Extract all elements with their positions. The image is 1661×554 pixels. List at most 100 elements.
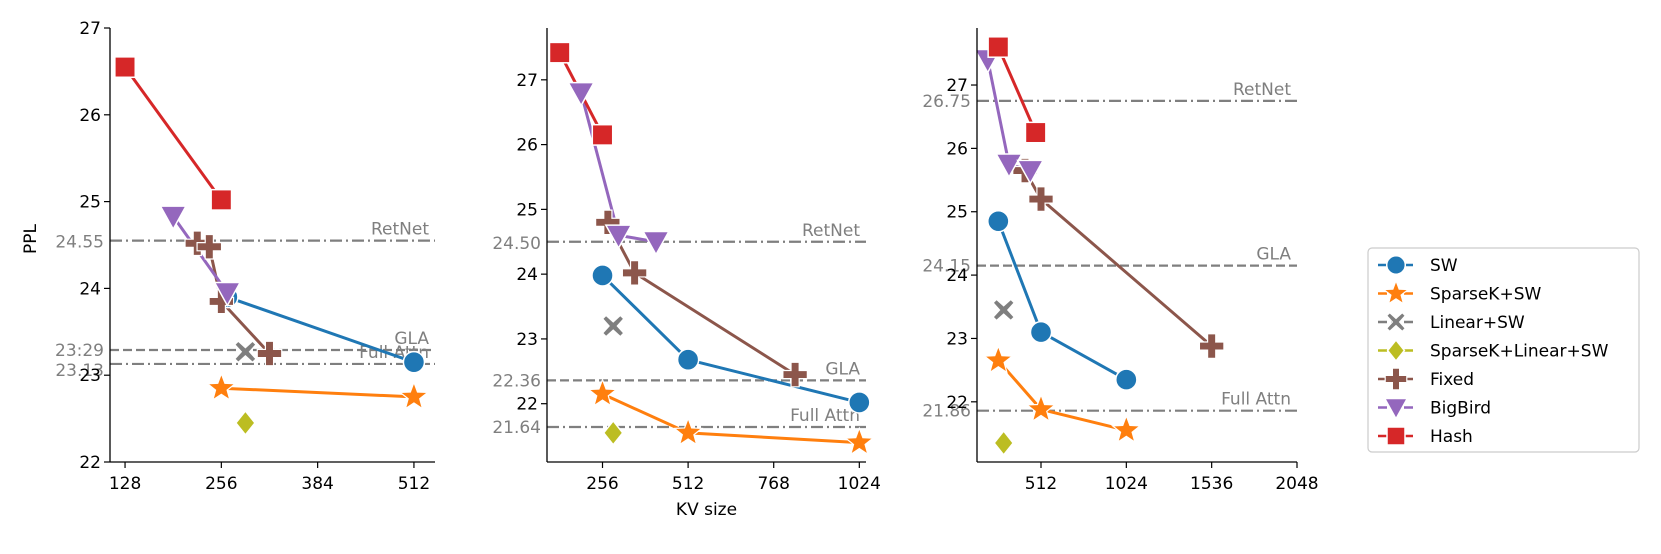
legend-marker-triangle-down — [1383, 397, 1409, 421]
legend: SW SparseK+SW Linear+SW SparseK+Linear+SW Fi… — [1367, 247, 1640, 453]
data-point-sparsek-sw — [205, 372, 237, 402]
legend-marker-diamond — [1386, 338, 1406, 363]
series-line-fixed — [606, 221, 796, 376]
y-tick-label: 27 — [946, 76, 968, 96]
data-point-sw — [402, 350, 426, 374]
data-point-bigbird — [159, 205, 188, 231]
legend-item: SparseK+SW — [1378, 279, 1541, 306]
y-tick-label: 24 — [946, 266, 968, 286]
reference-line-name: Full Attn — [1221, 390, 1291, 410]
data-point-fixed — [1198, 333, 1225, 359]
y-tick-label: 22 — [946, 393, 968, 413]
legend-label: BigBird — [1430, 399, 1491, 419]
legend-label: Hash — [1430, 427, 1473, 447]
x-tick-label: 1024 — [838, 474, 881, 494]
legend-item: Hash — [1378, 426, 1473, 447]
legend-marker-star — [1382, 279, 1410, 306]
legend-label: Linear+SW — [1430, 313, 1525, 333]
data-point-sparsek-sw — [843, 426, 875, 456]
reference-line-name: Full Attn — [790, 406, 860, 426]
y-tick-label: 23 — [79, 366, 101, 386]
data-point-sparsek-linear-sw — [234, 409, 256, 437]
legend-label: SW — [1430, 256, 1458, 276]
legend-frame — [1367, 247, 1640, 453]
data-point-sparsek-linear-sw — [602, 419, 624, 446]
subplot-3: RetNet 26.75 GLA 24.15 Full Attn 21.86 512 1024… — [922, 28, 1319, 494]
data-point-linear-sw — [601, 314, 625, 338]
x-tick-label: 512 — [672, 474, 704, 494]
data-point-bigbird — [1016, 159, 1045, 185]
reference-line-value: 24.55 — [55, 233, 104, 253]
x-tick-label: 384 — [301, 474, 333, 494]
data-point-hash — [210, 188, 233, 211]
data-point-sparsek-sw — [982, 344, 1014, 374]
x-tick-label: 128 — [109, 474, 141, 494]
x-tick-label: 512 — [398, 474, 430, 494]
reference-line-value: 23:29 — [55, 341, 104, 361]
series-line-hash — [996, 46, 1038, 134]
series-line-sw — [226, 295, 415, 364]
legend-marker-circle — [1385, 254, 1407, 276]
y-tick-label: 26 — [946, 139, 968, 159]
legend-item: SW — [1378, 254, 1458, 276]
legend-marker-plus — [1384, 367, 1408, 391]
data-point-bigbird — [641, 230, 671, 257]
reference-line-value: 21.86 — [922, 402, 971, 422]
x-tick-label: 256 — [586, 474, 618, 494]
y-tick-label: 22 — [516, 395, 538, 415]
data-point-bigbird — [567, 81, 596, 108]
data-point-hash — [591, 123, 614, 146]
reference-line-value: 23.13 — [55, 361, 104, 381]
y-tick-label: 22 — [79, 453, 101, 473]
data-point-fixed — [1028, 186, 1054, 212]
data-point-fixed — [621, 260, 648, 286]
data-point-fixed — [782, 361, 808, 388]
data-point-bigbird — [213, 281, 242, 308]
legend-item: SparseK+Linear+SW — [1378, 338, 1609, 363]
data-point-bigbird — [604, 224, 633, 250]
y-axis-title: PPL — [21, 223, 41, 254]
x-tick-label: 1024 — [1105, 474, 1148, 494]
data-point-fixed — [196, 233, 223, 260]
legend-item: Fixed — [1378, 367, 1474, 391]
data-point-hash — [548, 41, 571, 64]
data-point-sw — [676, 348, 700, 371]
series-line-hash — [123, 66, 223, 201]
data-point-sw — [987, 209, 1010, 233]
x-axis-title: KV size — [676, 500, 737, 520]
y-tick-label: 24 — [516, 265, 538, 285]
reference-line-value: 21.64 — [492, 418, 541, 438]
series-line-sparsek-sw — [221, 386, 414, 399]
y-tick-label: 24 — [79, 279, 101, 299]
y-tick-label: 23 — [946, 329, 968, 349]
data-point-linear-sw — [992, 298, 1016, 322]
series-line-sparsek-sw — [997, 359, 1127, 432]
data-point-sparsek-sw — [1110, 414, 1142, 444]
reference-line-value: 24.50 — [492, 234, 541, 254]
y-tick-label: 27 — [79, 19, 101, 39]
x-tick-label: 256 — [205, 474, 237, 494]
data-point-sw — [1029, 320, 1053, 344]
y-tick-label: 27 — [516, 71, 538, 91]
data-point-sw — [591, 264, 614, 287]
reference-line-name: GLA — [825, 359, 860, 379]
x-tick-label: 512 — [1025, 474, 1057, 494]
data-point-sw — [1115, 368, 1138, 391]
data-point-linear-sw — [234, 340, 257, 364]
legend-marker-square — [1386, 426, 1406, 446]
reference-line-value: 22.36 — [492, 371, 541, 391]
x-tick-label: 2048 — [1275, 474, 1318, 494]
y-tick-label: 25 — [79, 193, 101, 213]
legend-item: BigBird — [1378, 397, 1491, 421]
data-point-bigbird — [994, 153, 1024, 179]
x-tick-label: 768 — [757, 474, 789, 494]
data-point-sparsek-linear-sw — [993, 429, 1015, 457]
data-point-fixed — [256, 340, 283, 367]
series-line-sw — [996, 220, 1128, 381]
reference-line-name: RetNet — [1233, 80, 1291, 100]
data-point-hash — [114, 56, 136, 79]
data-point-sparsek-sw — [587, 377, 618, 408]
y-tick-label: 23 — [516, 330, 538, 350]
